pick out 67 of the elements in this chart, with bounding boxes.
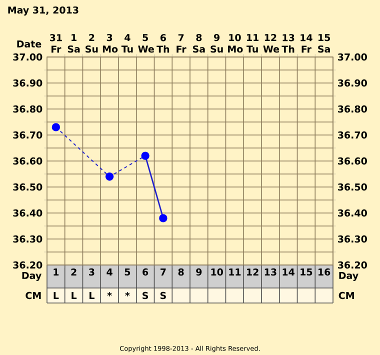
- y2-tick-label: 36.20: [338, 261, 367, 269]
- text: CM: [338, 292, 354, 300]
- x-tick-label: 9: [196, 268, 202, 276]
- x-tick-label: 10: [211, 268, 223, 276]
- text: S: [160, 292, 166, 300]
- x2-tick-label: 1 Sa: [68, 34, 80, 53]
- x-tick-label: 5: [124, 268, 130, 276]
- y2-tick-label: 36.70: [338, 131, 367, 139]
- x-tick-label: 8: [178, 268, 184, 276]
- x-tick-label: 7: [160, 268, 166, 276]
- x-axis-title: Day: [22, 272, 42, 281]
- y-tick-label: 36.90: [13, 79, 42, 87]
- point: [52, 123, 60, 132]
- x2-tick-label: 15 Sa: [318, 34, 330, 53]
- text: *: [107, 292, 112, 296]
- x-tick-label: 6: [142, 268, 148, 276]
- text: L: [72, 292, 77, 299]
- y-tick-label: 36.30: [13, 235, 42, 243]
- x-tick-label: 12: [247, 268, 258, 276]
- x-tick-label: 14: [282, 268, 294, 276]
- y-tick-label: 37.00: [13, 53, 42, 61]
- x-tick-label: 3: [89, 268, 94, 276]
- x2-tick-label: 12 We: [263, 34, 280, 53]
- x2-tick-label: 11 Tu: [246, 34, 259, 53]
- x-tick-label: 15: [300, 268, 312, 276]
- chart-title: May 31, 2013: [8, 6, 78, 16]
- y2-tick-label: 37.00: [338, 53, 367, 61]
- x2-axis-title: Date: [17, 40, 42, 48]
- x-tick-label: 2: [71, 268, 76, 276]
- point: [159, 214, 168, 222]
- y-tick-label: 36.40: [13, 209, 42, 217]
- x2-tick-label: 31 Fr: [50, 34, 62, 53]
- text: L: [54, 292, 59, 299]
- text: Day: [339, 272, 358, 281]
- point: [105, 172, 114, 181]
- y-tick-label: 36.70: [13, 131, 42, 139]
- x-tick-label: 13: [264, 268, 276, 276]
- x2-tick-label: 4 Tu: [121, 34, 133, 53]
- x-tick-label: 16: [318, 268, 330, 276]
- y2-tick-label: 36.30: [338, 235, 367, 243]
- x-tick-label: 11: [229, 268, 241, 276]
- y-tick-label: 36.60: [13, 157, 42, 165]
- x2-tick-label: 7 Fr: [176, 34, 186, 53]
- y2-tick-label: 36.90: [338, 79, 367, 87]
- x2-tick-label: 2 Su: [86, 34, 98, 53]
- y2-tick-label: 36.50: [338, 183, 367, 191]
- text: S: [142, 292, 148, 300]
- y2-tick-label: 36.60: [338, 157, 367, 165]
- y2-tick-label: 36.40: [338, 209, 367, 217]
- x2-tick-label: 14 Fr: [300, 34, 312, 53]
- y-tick-label: 36.80: [13, 105, 42, 113]
- x2-tick-label: 9 Su: [210, 34, 223, 53]
- x2-tick-label: 6 Th: [156, 34, 170, 53]
- y-tick-label: 36.50: [13, 183, 42, 191]
- x-tick-label: 1: [54, 268, 59, 276]
- text: CM: [26, 292, 41, 300]
- text: L: [90, 292, 94, 299]
- x-tick-label: 4: [106, 268, 112, 276]
- x2-tick-label: 5 We: [138, 34, 154, 53]
- y-tick-label: 36.20: [13, 261, 42, 269]
- x2-tick-label: 8 Sa: [193, 34, 205, 53]
- x2-tick-label: 10 Mo: [228, 34, 243, 53]
- x2-tick-label: 3 Mo: [102, 34, 118, 53]
- x2-tick-label: 13 Th: [282, 34, 294, 53]
- point: [141, 152, 150, 160]
- text: *: [125, 292, 130, 296]
- y2-tick-label: 36.80: [338, 105, 367, 113]
